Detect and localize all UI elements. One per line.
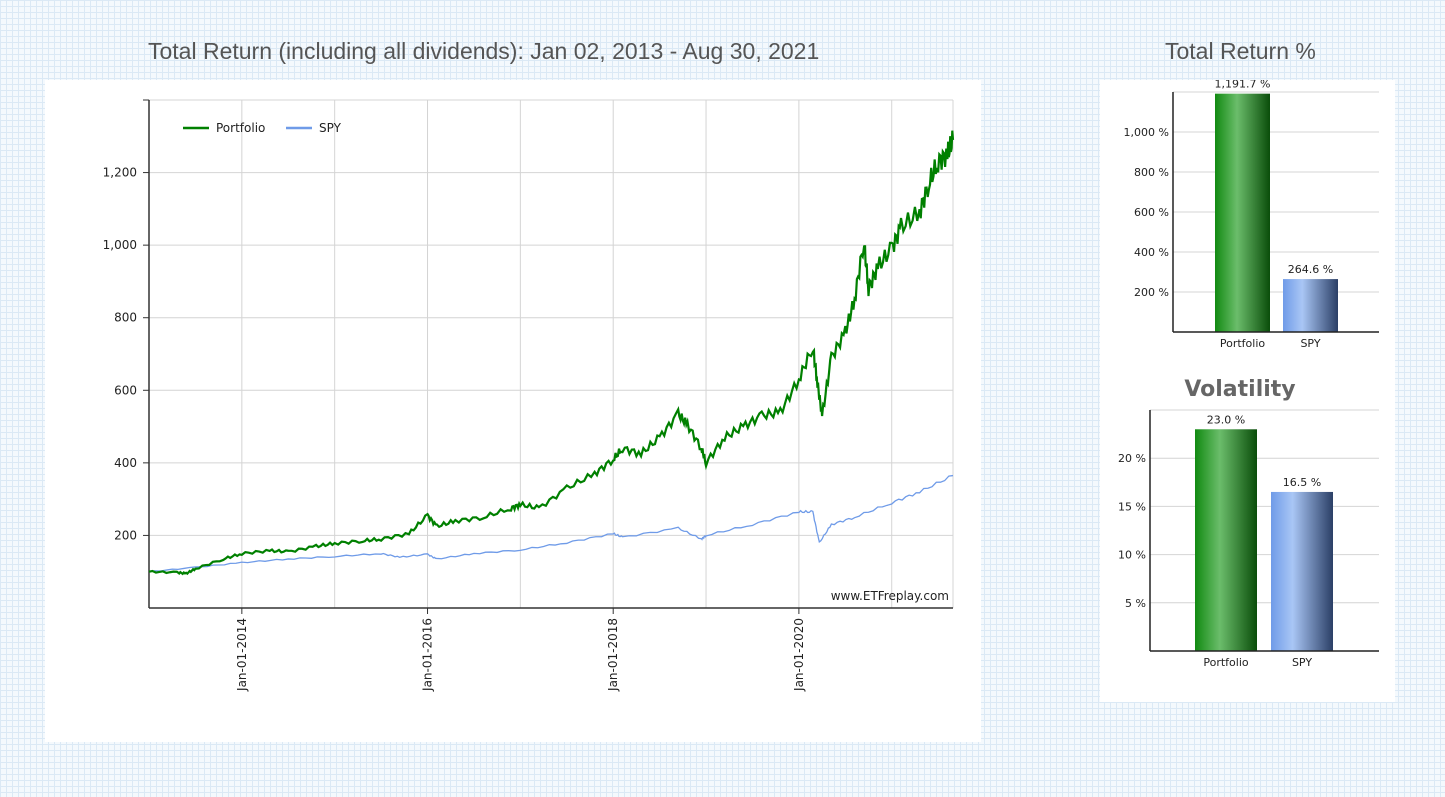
y-tick-label: 600 % <box>1134 206 1169 219</box>
bar-value-label: 264.6 % <box>1288 263 1333 276</box>
y-tick-label: 10 % <box>1118 549 1146 562</box>
main-chart-panel: 200 400 600 800 1,000 1,200 Jan-01-2014 Jan-01-… <box>45 80 981 742</box>
legend-label-portfolio: Portfolio <box>216 121 265 135</box>
line-chart: 200 400 600 800 1,000 1,200 Jan-01-2014 Jan-01-… <box>103 99 955 692</box>
bar-portfolio <box>1195 429 1257 651</box>
bar-portfolio <box>1215 93 1270 332</box>
y-tick-label: 5 % <box>1125 597 1146 610</box>
y-tick-label: 1,000 % <box>1124 126 1169 139</box>
bar-charts: 200 % 400 % 600 % 800 % 1,000 % 1,191.7 % Port… <box>1118 78 1379 669</box>
watermark: www.ETFreplay.com <box>831 589 949 603</box>
series-line-portfolio <box>148 130 955 576</box>
y-tick-label: 600 <box>114 383 137 397</box>
y-tick-label: 800 % <box>1134 166 1169 179</box>
x-category-label: Portfolio <box>1220 337 1266 350</box>
bar-spy <box>1271 491 1333 651</box>
bar-value-label: 16.5 % <box>1283 476 1321 489</box>
side-charts-panel: 200 % 400 % 600 % 800 % 1,000 % 1,191.7 % Port… <box>1100 78 1395 702</box>
y-tick-label: 1,000 <box>103 238 137 252</box>
x-tick-label: Jan-01-2020 <box>792 618 806 692</box>
y-tick-label: 800 <box>114 311 137 325</box>
y-tick-label: 20 % <box>1118 452 1146 465</box>
y-tick-label: 200 <box>114 528 137 542</box>
y-tick-label: 400 <box>114 456 137 470</box>
total-return-title: Total Return % <box>1165 38 1316 64</box>
x-tick-label: Jan-01-2014 <box>235 618 249 692</box>
bar-value-label: 1,191.7 % <box>1215 80 1271 91</box>
legend-label-spy: SPY <box>319 121 342 135</box>
y-tick-label: 1,200 <box>103 166 137 180</box>
y-tick-label: 15 % <box>1118 500 1146 513</box>
y-tick-label: 400 % <box>1134 246 1169 259</box>
bar-value-label: 23.0 % <box>1207 413 1245 426</box>
x-tick-label: Jan-01-2016 <box>421 618 435 692</box>
x-category-label: SPY <box>1300 337 1320 350</box>
y-tick-label: 200 % <box>1134 286 1169 299</box>
main-chart-title: Total Return (including all dividends): … <box>148 38 820 64</box>
bar-spy <box>1283 279 1338 332</box>
series-line-spy <box>148 474 954 573</box>
x-category-label: SPY <box>1292 656 1312 669</box>
volatility-title: Volatility <box>1184 377 1295 402</box>
x-category-label: Portfolio <box>1203 656 1249 669</box>
x-tick-label: Jan-01-2018 <box>606 618 620 692</box>
